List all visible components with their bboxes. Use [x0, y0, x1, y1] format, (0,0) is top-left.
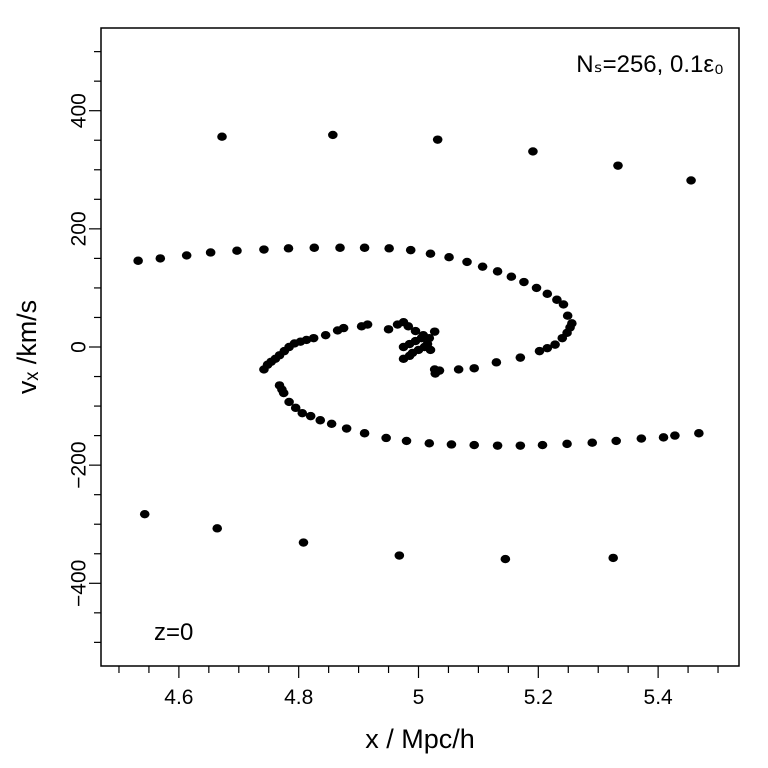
- y-tick-label: −400: [68, 560, 91, 607]
- data-point: [469, 440, 480, 450]
- data-point: [290, 403, 301, 413]
- data-point: [416, 333, 427, 343]
- data-point: [429, 327, 440, 336]
- data-point: [139, 509, 150, 519]
- data-point: [309, 243, 320, 252]
- annotation-bottom-left: z=0: [154, 619, 193, 646]
- data-point: [562, 311, 573, 320]
- data-point: [670, 431, 680, 440]
- data-point: [534, 346, 545, 356]
- data-point: [694, 429, 704, 438]
- data-point: [155, 254, 166, 263]
- x-tick-label: 4.6: [164, 686, 193, 709]
- data-point: [542, 343, 553, 353]
- data-point: [492, 441, 503, 450]
- data-point: [587, 438, 598, 447]
- data-point: [205, 248, 216, 257]
- data-point: [320, 330, 331, 340]
- data-point: [278, 388, 289, 398]
- data-point: [469, 364, 480, 373]
- data-point: [515, 353, 526, 362]
- data-point: [430, 369, 441, 378]
- data-point: [477, 262, 488, 271]
- data-point: [335, 243, 345, 252]
- x-tick-label: 5: [413, 686, 425, 709]
- data-point: [359, 429, 370, 438]
- data-point: [491, 358, 502, 367]
- data-point: [384, 244, 394, 253]
- y-axis-title: vₓ /km/s: [12, 300, 42, 394]
- data-point: [297, 408, 308, 418]
- data-point: [492, 267, 503, 276]
- x-tick-label: 4.8: [284, 686, 313, 709]
- data-point: [212, 524, 223, 533]
- data-point: [359, 243, 370, 252]
- data-point: [550, 340, 560, 349]
- data-point: [658, 433, 669, 442]
- data-point: [217, 132, 227, 141]
- data-point: [383, 325, 394, 334]
- data-point: [133, 256, 143, 265]
- data-point: [284, 397, 294, 407]
- data-point: [326, 419, 337, 428]
- data-point: [636, 434, 647, 443]
- data-point: [308, 333, 319, 343]
- data-point: [557, 333, 568, 343]
- data-points: [133, 130, 704, 564]
- data-point: [338, 323, 349, 333]
- x-tick-label: 5.4: [644, 686, 674, 709]
- data-point: [613, 161, 623, 170]
- data-point: [381, 433, 391, 443]
- annotation-top-right: Nₛ=256, 0.1ε₀: [576, 51, 724, 78]
- data-point: [500, 554, 511, 564]
- data-point: [298, 538, 309, 547]
- data-point: [528, 147, 538, 156]
- data-point: [611, 436, 621, 446]
- data-point: [608, 553, 618, 563]
- data-point: [506, 272, 517, 281]
- y-tick-label: 200: [68, 211, 91, 246]
- data-point: [301, 335, 312, 345]
- axis-tick-labels: 4.6 4.8 5 5.2 5.4 −400 −200 0 200 400: [68, 93, 673, 709]
- axis-ticks: [89, 51, 719, 678]
- data-point: [424, 439, 435, 448]
- data-point: [410, 326, 421, 336]
- data-point: [686, 176, 696, 185]
- data-point: [425, 249, 436, 258]
- data-point: [283, 244, 294, 253]
- y-tick-label: −200: [68, 441, 91, 488]
- data-point: [401, 436, 412, 446]
- x-tick-label: 5.2: [524, 686, 553, 709]
- y-tick-label: 0: [68, 341, 91, 353]
- data-point: [181, 251, 192, 260]
- data-point: [562, 439, 572, 449]
- data-point: [552, 295, 562, 304]
- data-point: [362, 320, 373, 329]
- data-point: [259, 245, 269, 254]
- data-point: [519, 277, 529, 287]
- data-point: [462, 257, 472, 267]
- data-point: [419, 342, 430, 352]
- data-point: [394, 551, 405, 560]
- data-point: [328, 130, 338, 140]
- data-point: [232, 246, 242, 255]
- data-point: [537, 440, 548, 450]
- data-point: [444, 253, 454, 262]
- data-point: [446, 440, 457, 449]
- data-point: [341, 424, 352, 433]
- data-point: [515, 441, 526, 450]
- data-point: [305, 411, 316, 421]
- data-point: [403, 322, 414, 331]
- data-point: [405, 245, 416, 255]
- data-point: [531, 283, 542, 293]
- data-point: [542, 289, 553, 299]
- y-tick-label: 400: [68, 93, 91, 128]
- data-point: [432, 135, 443, 144]
- x-axis-title: x / Mpc/h: [365, 724, 475, 754]
- data-point: [315, 416, 326, 425]
- data-point: [453, 365, 464, 374]
- data-point: [558, 300, 569, 309]
